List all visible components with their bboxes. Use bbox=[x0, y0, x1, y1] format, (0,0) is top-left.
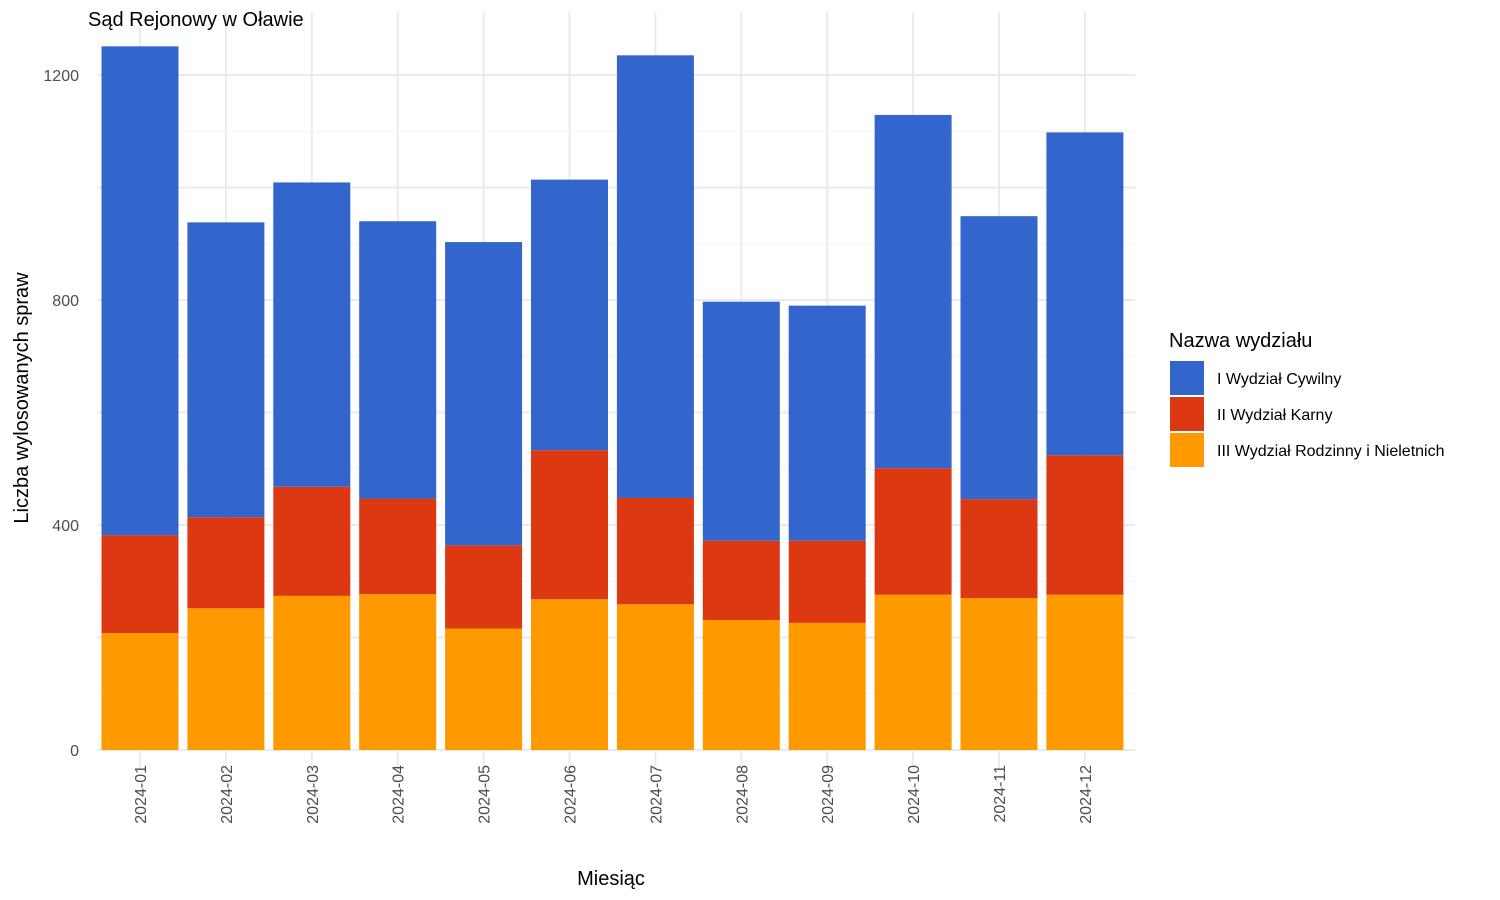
legend-swatch bbox=[1170, 433, 1204, 467]
bar-segment bbox=[616, 604, 694, 750]
y-tick-label: 0 bbox=[70, 743, 79, 760]
x-tick-label: 2024-12 bbox=[1078, 765, 1095, 824]
bar-segment bbox=[874, 114, 952, 469]
bar-segment bbox=[960, 598, 1038, 750]
bar-segment bbox=[187, 517, 265, 609]
legend-title: Nazwa wydziału bbox=[1169, 330, 1312, 352]
chart-title: Sąd Rejonowy w Oławie bbox=[88, 9, 304, 31]
legend-label: II Wydział Karny bbox=[1217, 407, 1332, 424]
bar-segment bbox=[359, 221, 437, 499]
bar-segment bbox=[445, 242, 523, 546]
bar-segment bbox=[101, 46, 179, 536]
bar-segment bbox=[187, 222, 265, 518]
x-axis-title: Miesiąc bbox=[577, 868, 645, 890]
bar-segment bbox=[359, 594, 437, 750]
x-tick-label: 2024-06 bbox=[563, 765, 580, 824]
legend: Nazwa wydziału I Wydział Cywilny II Wydzi… bbox=[1169, 330, 1445, 467]
bar-segment bbox=[1046, 132, 1124, 456]
bar-segment bbox=[531, 450, 608, 600]
legend-label: III Wydział Rodzinny i Nieletnich bbox=[1217, 443, 1445, 460]
bar-segment bbox=[960, 499, 1038, 599]
bar-segment bbox=[788, 540, 866, 623]
x-tick-label: 2024-04 bbox=[391, 765, 408, 824]
bar-segment bbox=[531, 179, 608, 451]
y-axis-ticks: 0 400 800 1200 bbox=[43, 68, 79, 760]
bar-segment bbox=[445, 545, 523, 629]
x-tick-label: 2024-03 bbox=[305, 765, 322, 824]
x-tick-label: 2024-10 bbox=[906, 765, 923, 824]
legend-swatch bbox=[1170, 397, 1204, 431]
bar-segment bbox=[445, 628, 523, 750]
bar-segment bbox=[702, 620, 780, 750]
x-tick-label: 2024-08 bbox=[734, 765, 751, 824]
bar-segment bbox=[531, 599, 608, 750]
y-tick-label: 800 bbox=[52, 293, 79, 310]
bar-segment bbox=[273, 486, 351, 596]
x-tick-label: 2024-02 bbox=[219, 765, 236, 824]
bars bbox=[101, 46, 1124, 750]
bar-segment bbox=[616, 498, 694, 605]
bar-segment bbox=[874, 594, 952, 750]
x-tick-label: 2024-09 bbox=[820, 765, 837, 824]
y-axis-title: Liczba wylosowanych spraw bbox=[11, 272, 33, 524]
bar-segment bbox=[359, 498, 437, 595]
bar-segment bbox=[273, 182, 351, 487]
bar-segment bbox=[874, 468, 952, 595]
bar-segment bbox=[273, 595, 351, 750]
bar-segment bbox=[101, 633, 179, 750]
x-tick-label: 2024-11 bbox=[992, 765, 1009, 823]
x-axis-ticks: 2024-01 2024-02 2024-03 2024-04 2024-05 2024-… bbox=[133, 765, 1095, 824]
bar-segment bbox=[702, 540, 780, 621]
bar-segment bbox=[960, 216, 1038, 500]
bar-segment bbox=[788, 305, 866, 541]
y-tick-label: 1200 bbox=[43, 68, 79, 85]
bar-segment bbox=[1046, 455, 1124, 595]
bar-segment bbox=[101, 535, 179, 633]
bar-segment bbox=[187, 608, 265, 750]
legend-swatch bbox=[1170, 361, 1204, 395]
bar-segment bbox=[616, 55, 694, 498]
bar-segment bbox=[788, 622, 866, 750]
x-tick-label: 2024-07 bbox=[648, 765, 665, 824]
x-tick-label: 2024-01 bbox=[133, 765, 150, 824]
bar-segment bbox=[702, 301, 780, 541]
y-tick-label: 400 bbox=[52, 518, 79, 535]
x-tick-label: 2024-05 bbox=[477, 765, 494, 824]
legend-label: I Wydział Cywilny bbox=[1217, 371, 1341, 388]
bar-segment bbox=[1046, 594, 1124, 750]
